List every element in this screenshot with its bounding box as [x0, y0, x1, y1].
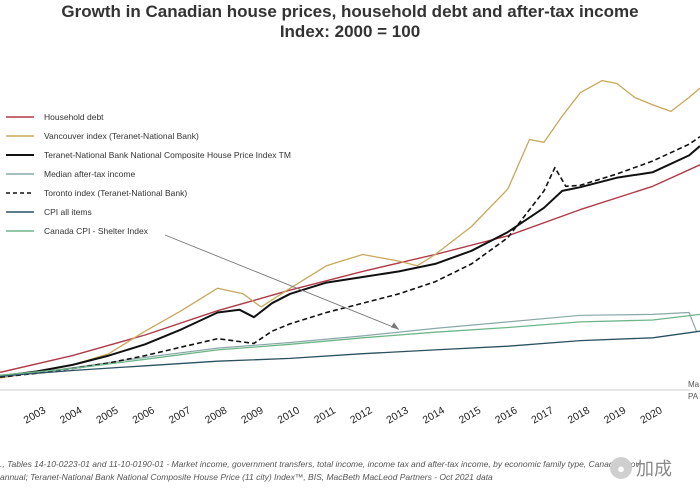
x-tick-label: 2003 — [22, 404, 48, 426]
legend-label: CPI all items — [44, 207, 92, 217]
x-tick-label: 2012 — [348, 404, 374, 426]
legend-label: Teranet-National Bank National Composite… — [44, 150, 291, 160]
x-tick-label: 2006 — [130, 404, 156, 426]
chart-title: Growth in Canadian house prices, househo… — [61, 2, 639, 21]
x-tick-label: 2015 — [457, 404, 483, 426]
x-tick-label: 2007 — [167, 404, 193, 426]
series-line-7 — [0, 313, 700, 376]
series-line-4 — [0, 311, 697, 378]
side-note-1: Ma — [688, 380, 700, 389]
x-tick-label: 2020 — [638, 404, 664, 426]
x-tick-label: 2017 — [529, 404, 555, 426]
watermark: ● 加成 — [610, 455, 672, 481]
x-tick-label: 2008 — [203, 404, 229, 426]
series-line-2 — [0, 79, 700, 379]
source-note-line-2: annual; Teranet-National Bank National C… — [0, 472, 493, 482]
legend-label: Vancouver index (Teranet-National Bank) — [44, 131, 199, 141]
wechat-logo-icon: ● — [610, 457, 632, 479]
legend-label: Toronto index (Teranet-National Bank) — [44, 188, 187, 198]
x-tick-label: 2013 — [384, 404, 410, 426]
series-line-1 — [0, 164, 700, 374]
legend-label: Median after-tax income — [44, 169, 135, 179]
chart-subtitle: Index: 2000 = 100 — [279, 22, 421, 41]
x-tick-label: 2018 — [566, 404, 592, 426]
source-note-line-1: ., Tables 14-10-0223-01 and 11-10-0190-0… — [0, 459, 640, 469]
x-tick-label: 2005 — [94, 404, 120, 426]
x-tick-label: 2010 — [276, 404, 302, 426]
legend-label: Household debt — [44, 112, 104, 122]
x-tick-label: 2019 — [602, 404, 628, 426]
series-line-5 — [0, 136, 700, 378]
legend-label: Canada CPI - Shelter Index — [44, 226, 149, 236]
series-line-6 — [0, 330, 700, 377]
x-tick-label: 2011 — [312, 404, 338, 426]
side-note-2: PA — [688, 392, 699, 401]
annotation-arrowhead — [390, 322, 399, 330]
x-tick-label: 2016 — [493, 404, 519, 426]
series-line-3 — [0, 145, 700, 378]
x-tick-label: 2004 — [58, 404, 84, 426]
x-tick-label: 2014 — [421, 404, 447, 426]
watermark-text: 加成 — [636, 459, 672, 480]
annotation-arrow — [164, 234, 400, 330]
x-tick-label: 2009 — [239, 404, 265, 426]
